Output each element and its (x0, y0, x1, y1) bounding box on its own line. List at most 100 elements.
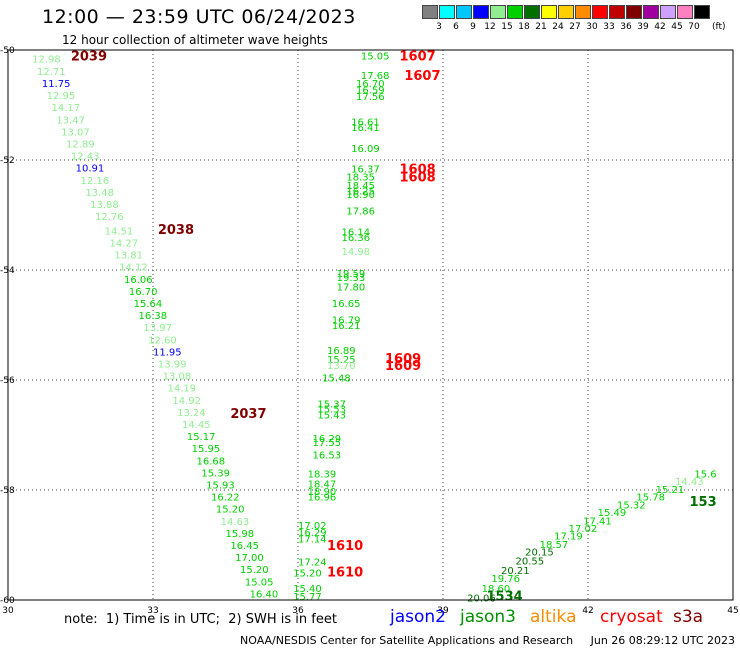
color-swatch (507, 5, 523, 19)
wave-height-label: 15.77 (293, 592, 322, 603)
plot-frame (7, 49, 734, 601)
color-legend-label: 42 (654, 22, 666, 32)
wave-height-label: 16.22 (211, 493, 240, 504)
wave-height-label: 17.41 (583, 516, 612, 527)
wave-height-label: 17.02 (569, 524, 598, 535)
satellite-legend-item: s3a (673, 607, 704, 627)
color-legend-label: 12 (484, 22, 496, 32)
pass-time-label: 1610 (327, 565, 363, 580)
wave-height-label: 14.19 (168, 384, 197, 395)
wave-height-label: 16.53 (313, 450, 342, 461)
wave-height-label: 20.55 (516, 556, 545, 567)
footer-note: note: 1) Time is in UTC; 2) SWH is in fe… (64, 612, 337, 627)
wave-height-label: 18.45 (346, 181, 375, 192)
color-swatch (439, 5, 455, 19)
pass-time-label: 2039 (71, 50, 107, 65)
color-swatch (524, 5, 540, 19)
wave-height-label: 15.17 (187, 432, 216, 443)
color-swatch (677, 5, 693, 19)
wave-height-label: 11.75 (42, 79, 71, 90)
wave-height-label: 16.45 (230, 541, 259, 552)
color-legend-label: 15 (501, 22, 513, 32)
pass-time-label: 1610 (327, 539, 363, 554)
wave-height-label: 13.07 (61, 127, 90, 138)
color-swatch (473, 5, 489, 19)
wave-height-label: 20.06 (467, 593, 496, 604)
color-legend-label: 39 (637, 22, 649, 32)
wave-height-label: 17.86 (346, 207, 375, 218)
pass-time-label: 1609 (385, 352, 421, 367)
wave-height-label: 14.43 (675, 477, 704, 488)
wave-height-label: 13.97 (143, 323, 172, 334)
wave-height-label: 14.12 (119, 263, 148, 274)
wave-height-label: 13.81 (114, 251, 143, 262)
wave-height-label: 15.95 (192, 444, 221, 455)
wave-height-label: 15.37 (317, 400, 346, 411)
wave-height-label: 16.21 (332, 321, 361, 332)
wave-height-label: 14.98 (342, 247, 371, 258)
wave-height-label: 15.40 (293, 584, 322, 595)
wave-height-label: 12.89 (66, 140, 95, 151)
color-legend-label: 3 (436, 22, 442, 32)
wave-height-label: 16.09 (351, 144, 380, 155)
color-legend-label: 33 (603, 22, 615, 32)
wave-height-label: 18.90 (308, 487, 337, 498)
color-swatch (456, 5, 472, 19)
color-legend-label: 36 (620, 22, 632, 32)
wave-height-label: 15.20 (293, 569, 322, 580)
chart-subtitle: 12 hour collection of altimeter wave hei… (62, 33, 328, 47)
wave-height-label: 13.99 (158, 360, 187, 371)
wave-height-label: 18.57 (540, 540, 569, 551)
wave-height-label: 17.56 (356, 92, 385, 103)
pass-time-label: 1609 (385, 359, 421, 374)
x-tick-label: 30 (2, 606, 14, 616)
wave-height-label: 16.96 (308, 493, 337, 504)
wave-height-label: 15.32 (617, 500, 646, 511)
wave-height-label: 14.45 (182, 420, 211, 431)
chart-title: 12:00 — 23:59 UTC 06/24/2023 (42, 6, 356, 28)
wave-height-label: 16.36 (342, 233, 371, 244)
wave-height-label: 14.17 (52, 103, 81, 114)
pass-time-label: 153 (690, 495, 717, 510)
satellite-legend-item: jason3 (460, 607, 516, 627)
color-legend-label: 30 (586, 22, 598, 32)
y-tick-label: -50 (0, 46, 15, 56)
wave-height-label: 17.19 (554, 532, 583, 543)
wave-height-label: 17.80 (337, 283, 366, 294)
wave-height-label: 16.06 (124, 275, 153, 286)
wave-height-label: 18.39 (308, 470, 337, 481)
color-legend-label: 9 (470, 22, 476, 32)
color-swatch (643, 5, 659, 19)
wave-height-label: 12.71 (37, 67, 66, 78)
color-swatch (541, 5, 557, 19)
wave-height-label: 15.48 (322, 373, 351, 384)
pass-time-label: 1607 (404, 69, 440, 84)
x-tick-label: 39 (437, 606, 449, 616)
color-swatch (422, 5, 438, 19)
wave-height-label: 14.51 (105, 226, 134, 237)
wave-height-label: 17.68 (361, 71, 390, 82)
color-swatch (609, 5, 625, 19)
wave-height-label: 15.64 (134, 299, 163, 310)
wave-height-label: 16.90 (346, 190, 375, 201)
pass-time-label: 1607 (400, 50, 436, 65)
wave-height-label: 16.61 (351, 118, 380, 129)
wave-height-label: 20.21 (501, 566, 530, 577)
color-legend-label: 70 (688, 22, 700, 32)
wave-height-label: 13.88 (90, 200, 119, 211)
wave-height-label: 16.14 (342, 228, 371, 239)
color-swatch (694, 5, 710, 19)
wave-height-label: 16.41 (351, 123, 380, 134)
wave-height-label: 15.53 (317, 405, 346, 416)
wave-height-label: 12.98 (32, 54, 61, 65)
wave-height-label: 12.43 (71, 152, 100, 163)
x-tick-label: 45 (727, 606, 738, 616)
wave-height-label: 15.93 (206, 481, 235, 492)
wave-height-label: 17.55 (313, 438, 342, 449)
wave-height-label: 15.20 (216, 505, 245, 516)
wave-height-label: 16.29 (298, 528, 327, 539)
color-swatch (626, 5, 642, 19)
wave-height-label: 15.05 (245, 577, 274, 588)
